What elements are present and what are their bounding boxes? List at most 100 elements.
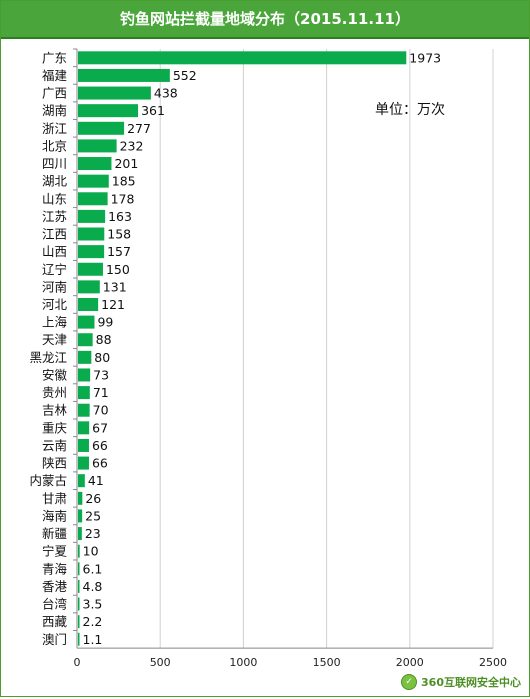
category-label: 内蒙古 bbox=[29, 473, 67, 488]
bar bbox=[78, 632, 80, 646]
category-label: 河南 bbox=[42, 279, 67, 294]
category-label: 浙江 bbox=[42, 121, 67, 136]
bar bbox=[78, 174, 109, 188]
category-label: 河北 bbox=[42, 297, 68, 312]
category-label: 云南 bbox=[42, 438, 67, 453]
bar bbox=[78, 509, 83, 523]
data-label: 26 bbox=[85, 491, 101, 506]
x-tick-label: 0 bbox=[74, 656, 81, 669]
data-label: 10 bbox=[83, 544, 99, 559]
data-label: 1973 bbox=[409, 50, 441, 65]
category-label: 海南 bbox=[42, 508, 67, 523]
data-label: 71 bbox=[93, 385, 109, 400]
bar bbox=[78, 192, 108, 206]
bar bbox=[78, 615, 80, 629]
data-label: 277 bbox=[127, 121, 151, 136]
category-label: 澳门 bbox=[42, 632, 67, 647]
bar bbox=[78, 86, 151, 100]
category-label: 陕西 bbox=[42, 456, 67, 471]
data-label: 70 bbox=[93, 403, 109, 418]
data-label: 41 bbox=[88, 473, 104, 488]
bar bbox=[78, 350, 92, 364]
data-label: 25 bbox=[85, 508, 101, 523]
bar bbox=[78, 139, 117, 153]
data-label: 6.1 bbox=[83, 561, 103, 576]
category-label: 山东 bbox=[42, 191, 67, 206]
category-label: 西藏 bbox=[42, 614, 68, 629]
data-label: 157 bbox=[107, 244, 131, 259]
x-tick-label: 2500 bbox=[479, 656, 507, 669]
data-label: 131 bbox=[103, 279, 127, 294]
bar bbox=[78, 562, 80, 576]
category-label: 香港 bbox=[42, 579, 68, 594]
category-label: 吉林 bbox=[42, 403, 68, 418]
bar bbox=[78, 456, 89, 470]
bar bbox=[78, 368, 91, 382]
bar bbox=[78, 491, 83, 505]
bar bbox=[78, 157, 112, 171]
x-tick-label: 1000 bbox=[229, 656, 257, 669]
brand-icon: ✓ bbox=[401, 674, 418, 690]
data-label: 67 bbox=[92, 420, 108, 435]
category-label: 北京 bbox=[42, 138, 67, 153]
data-label: 3.5 bbox=[83, 597, 103, 612]
category-label: 重庆 bbox=[42, 420, 68, 435]
category-label: 青海 bbox=[42, 561, 68, 576]
data-label: 158 bbox=[107, 227, 131, 242]
brand-logo: ✓ 360互联网安全中心 bbox=[401, 673, 521, 691]
data-label: 438 bbox=[154, 86, 178, 101]
category-label: 甘肃 bbox=[42, 491, 67, 506]
bar bbox=[78, 209, 106, 223]
unit-annotation: 单位：万次 bbox=[375, 102, 445, 118]
category-label: 安徽 bbox=[42, 367, 68, 382]
data-label: 163 bbox=[108, 209, 132, 224]
data-label: 201 bbox=[114, 156, 138, 171]
bar-chart: 0 500 1000 1500 2000 2500 广东 1973 福建 552 广西 438 湖南 36… bbox=[29, 48, 507, 669]
x-tick-label: 500 bbox=[150, 656, 171, 669]
data-label: 23 bbox=[85, 526, 101, 541]
bar bbox=[78, 245, 105, 259]
bar bbox=[78, 333, 93, 347]
category-label: 湖南 bbox=[42, 103, 67, 118]
bar bbox=[78, 280, 100, 294]
bar bbox=[78, 579, 80, 593]
bar bbox=[78, 544, 80, 558]
category-label: 江苏 bbox=[42, 209, 67, 224]
bar bbox=[78, 597, 80, 611]
category-label: 山西 bbox=[42, 244, 67, 259]
bar bbox=[78, 438, 89, 452]
data-label: 88 bbox=[96, 332, 112, 347]
bar bbox=[78, 474, 85, 488]
data-label: 552 bbox=[173, 68, 197, 83]
data-label: 232 bbox=[120, 138, 144, 153]
category-label: 台湾 bbox=[42, 597, 67, 612]
title-bar: 钓鱼网站拦截量地域分布（2015.11.11） bbox=[1, 1, 529, 39]
data-label: 178 bbox=[111, 191, 135, 206]
data-label: 80 bbox=[94, 350, 110, 365]
x-tick-label: 1500 bbox=[313, 656, 341, 669]
category-label: 黑龙江 bbox=[29, 350, 67, 365]
bar bbox=[78, 68, 170, 82]
bar bbox=[78, 386, 90, 400]
brand-text: 360互联网安全中心 bbox=[421, 676, 521, 689]
category-label: 广西 bbox=[42, 86, 67, 101]
category-label: 天津 bbox=[42, 332, 67, 347]
data-label: 66 bbox=[92, 438, 108, 453]
bar bbox=[78, 297, 99, 311]
bar bbox=[78, 121, 125, 135]
bar bbox=[78, 227, 105, 241]
data-label: 361 bbox=[141, 103, 165, 118]
data-label: 121 bbox=[101, 297, 125, 312]
bar bbox=[78, 527, 82, 541]
category-label: 四川 bbox=[42, 156, 67, 171]
x-tick-label: 2000 bbox=[396, 656, 424, 669]
bar bbox=[78, 262, 103, 276]
chart-title: 钓鱼网站拦截量地域分布（2015.11.11） bbox=[120, 10, 410, 28]
bar bbox=[78, 421, 90, 435]
category-label: 福建 bbox=[42, 68, 68, 83]
bar bbox=[78, 403, 90, 417]
bar bbox=[78, 315, 95, 329]
category-label: 上海 bbox=[42, 315, 68, 330]
category-label: 湖北 bbox=[42, 174, 68, 189]
